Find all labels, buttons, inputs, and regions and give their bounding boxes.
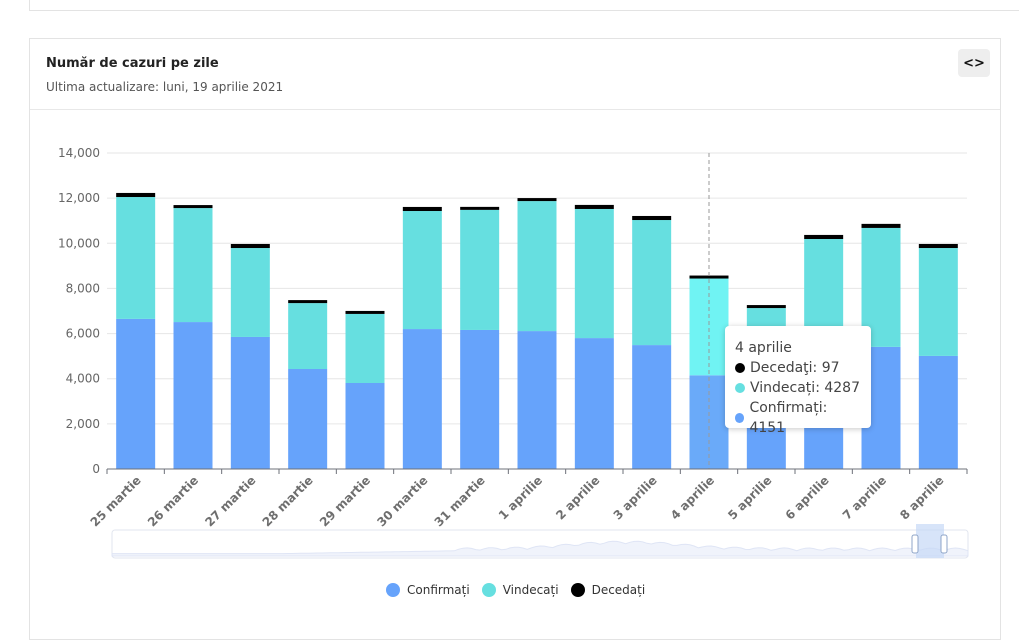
bar-vindecati[interactable] bbox=[288, 303, 328, 370]
tooltip-row-vindecati: Vindecați: 4287 bbox=[735, 378, 861, 398]
card-header: Număr de cazuri pe zile Ultima actualiza… bbox=[30, 39, 1000, 110]
stacked-bar-chart: 02,0004,0006,0008,00010,00012,00014,000 … bbox=[58, 146, 969, 559]
y-tick-label: 2,000 bbox=[66, 417, 100, 431]
bar-decedati[interactable] bbox=[402, 206, 442, 212]
bar-confirmati[interactable] bbox=[918, 355, 958, 469]
bar-decedati[interactable] bbox=[746, 305, 786, 309]
y-tick-label: 14,000 bbox=[58, 146, 100, 160]
bar-vindecati[interactable] bbox=[632, 220, 672, 346]
bar-decedati[interactable] bbox=[632, 215, 672, 221]
legend-label-vindecati: Vindecați bbox=[502, 583, 559, 597]
tooltip-decedati-value: Decedaţi: 97 bbox=[750, 360, 840, 376]
last-updated: Ultima actualizare: luni, 19 aprilie 202… bbox=[46, 80, 284, 94]
x-tick-label: 7 aprilie bbox=[840, 473, 889, 522]
chart-legend: Confirmați Vindecați Decedați bbox=[386, 583, 657, 597]
bar-vindecati[interactable] bbox=[402, 211, 442, 330]
y-tick-label: 4,000 bbox=[66, 372, 100, 386]
tooltip-vindecati-value: Vindecați: 4287 bbox=[750, 380, 860, 396]
bar-decedati[interactable] bbox=[230, 243, 270, 249]
slider-selected-window[interactable] bbox=[916, 524, 944, 558]
bar-confirmati[interactable] bbox=[230, 336, 270, 469]
bar-decedati[interactable] bbox=[574, 204, 614, 209]
bar-confirmati[interactable] bbox=[402, 329, 442, 469]
x-tick-label: 8 aprilie bbox=[897, 473, 946, 522]
chart-title: Număr de cazuri pe zile bbox=[46, 56, 219, 71]
y-tick-label: 8,000 bbox=[66, 281, 100, 295]
data-zoom-slider bbox=[111, 524, 969, 559]
legend-item-decedati[interactable]: Decedați bbox=[570, 583, 646, 597]
code-icon: <> bbox=[963, 55, 985, 71]
chart-tooltip: 4 aprilie Decedaţi: 97 Vindecați: 4287 C… bbox=[725, 326, 871, 436]
x-tick-label: 2 aprilie bbox=[553, 473, 602, 522]
slider-handle-left[interactable] bbox=[911, 534, 919, 554]
legend-label-decedati: Decedați bbox=[591, 583, 646, 597]
bar-vindecati[interactable] bbox=[918, 248, 958, 356]
confirmati-dot-icon bbox=[735, 413, 745, 423]
legend-item-confirmati[interactable]: Confirmați bbox=[386, 583, 470, 597]
y-tick-label: 0 bbox=[92, 462, 100, 476]
legend-label-confirmati: Confirmați bbox=[407, 583, 470, 597]
x-tick-label: 30 martie bbox=[374, 473, 430, 529]
x-tick-label: 4 aprilie bbox=[668, 473, 717, 522]
bar-confirmati[interactable] bbox=[345, 383, 385, 469]
bar-decedati[interactable] bbox=[116, 192, 156, 198]
bar-confirmati[interactable] bbox=[288, 369, 328, 469]
bar-decedati[interactable] bbox=[517, 198, 557, 202]
x-tick-label: 28 martie bbox=[260, 473, 316, 529]
bar-decedati[interactable] bbox=[460, 206, 500, 210]
bar-confirmati[interactable] bbox=[632, 345, 672, 469]
bar-confirmati[interactable] bbox=[517, 331, 557, 469]
y-tick-label: 12,000 bbox=[58, 191, 100, 205]
bar-decedati[interactable] bbox=[345, 310, 385, 314]
x-tick-label: 31 martie bbox=[432, 473, 488, 529]
x-tick-label: 3 aprilie bbox=[611, 473, 660, 522]
decedati-dot-icon bbox=[735, 363, 745, 373]
bar-decedati[interactable] bbox=[689, 275, 729, 279]
previous-card bbox=[29, 0, 1019, 11]
tooltip-row-decedati: Decedaţi: 97 bbox=[735, 358, 861, 378]
y-tick-label: 6,000 bbox=[66, 327, 100, 341]
tooltip-confirmati-value: Confirmați: 4151 bbox=[749, 400, 828, 436]
bar-confirmati[interactable] bbox=[116, 318, 156, 469]
x-tick-label: 5 aprilie bbox=[725, 473, 774, 522]
confirmati-legend-icon bbox=[386, 583, 400, 597]
bar-decedati[interactable] bbox=[918, 243, 958, 249]
bar-decedati[interactable] bbox=[861, 223, 901, 228]
bar-vindecati[interactable] bbox=[345, 313, 385, 384]
decedati-legend-icon bbox=[570, 583, 585, 597]
bar-vindecati[interactable] bbox=[517, 201, 557, 332]
legend-item-vindecati[interactable]: Vindecați bbox=[481, 583, 559, 597]
x-tick-label: 26 martie bbox=[145, 473, 201, 529]
tooltip-title: 4 aprilie bbox=[735, 340, 792, 356]
y-axis-ticks: 0 2,000 4,000 6,000 8,000 10,000 12,000 14,000 bbox=[58, 146, 100, 476]
bar-vindecati[interactable] bbox=[230, 248, 270, 337]
bar-vindecati[interactable] bbox=[173, 208, 213, 323]
x-tick-label: 25 martie bbox=[88, 473, 144, 529]
bar-decedati[interactable] bbox=[173, 205, 213, 209]
bar-confirmati[interactable] bbox=[574, 338, 614, 469]
slider-handle-right[interactable] bbox=[940, 534, 948, 554]
x-tick-label: 27 martie bbox=[202, 473, 258, 529]
x-tick-label: 6 aprilie bbox=[783, 473, 832, 522]
bar-confirmati[interactable] bbox=[460, 329, 500, 469]
vindecati-dot-icon bbox=[735, 383, 745, 393]
bar-decedati[interactable] bbox=[804, 234, 844, 239]
bar-confirmati[interactable] bbox=[173, 322, 213, 469]
x-tick-label: 29 martie bbox=[317, 473, 373, 529]
embed-code-button[interactable]: <> bbox=[958, 49, 990, 77]
x-axis: 25 martie 26 martie 27 martie 28 martie 29 m… bbox=[88, 468, 968, 529]
bar-vindecati[interactable] bbox=[574, 208, 614, 339]
bar-decedati[interactable] bbox=[288, 300, 328, 304]
x-tick-label: 1 aprilie bbox=[496, 473, 545, 522]
vindecati-legend-icon bbox=[481, 583, 496, 597]
bar-vindecati[interactable] bbox=[460, 209, 500, 330]
y-tick-label: 10,000 bbox=[58, 236, 100, 250]
tooltip-row-confirmati: Confirmați: 4151 bbox=[735, 398, 861, 438]
slider-preview-area bbox=[111, 540, 969, 557]
bar-vindecati[interactable] bbox=[116, 197, 156, 319]
